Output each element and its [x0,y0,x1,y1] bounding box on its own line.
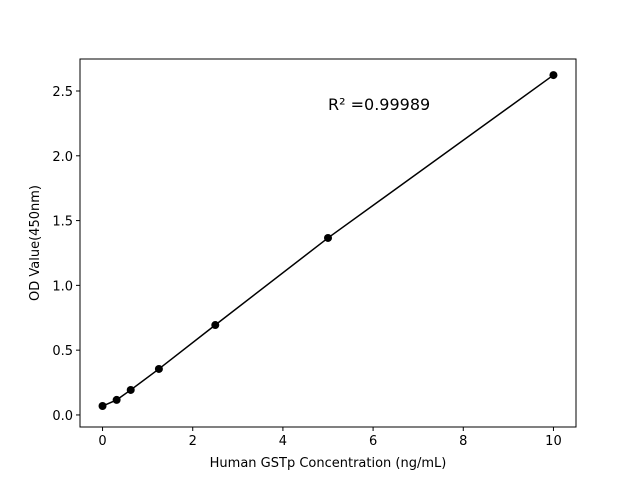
y-tick-label: 1.0 [52,279,73,294]
plot-frame [79,58,577,428]
y-tick-label: 2.5 [52,85,73,100]
data-point [154,364,163,373]
data-point [126,385,135,394]
data-point [112,395,121,404]
data-point [324,233,332,242]
x-tick-label: 6 [369,434,377,449]
x-tick-label: 2 [189,434,197,449]
y-axis-label: OD Value(450nm) [28,185,43,301]
x-axis-label: Human GSTp Concentration (ng/mL) [210,456,447,471]
data-point [549,71,558,80]
x-tick-label: 8 [459,434,467,449]
annotation: R² =0.99989 [328,95,430,114]
data-point [211,321,220,330]
x-tick-label: 4 [279,434,287,449]
x-tick-label: 10 [545,434,562,449]
x-tick-label: 0 [98,434,106,449]
y-tick-label: 2.0 [52,150,73,165]
data-point [98,402,107,411]
y-tick-label: 1.5 [52,215,73,230]
y-tick-label: 0.5 [52,344,73,359]
y-tick-label: 0.0 [52,409,73,424]
